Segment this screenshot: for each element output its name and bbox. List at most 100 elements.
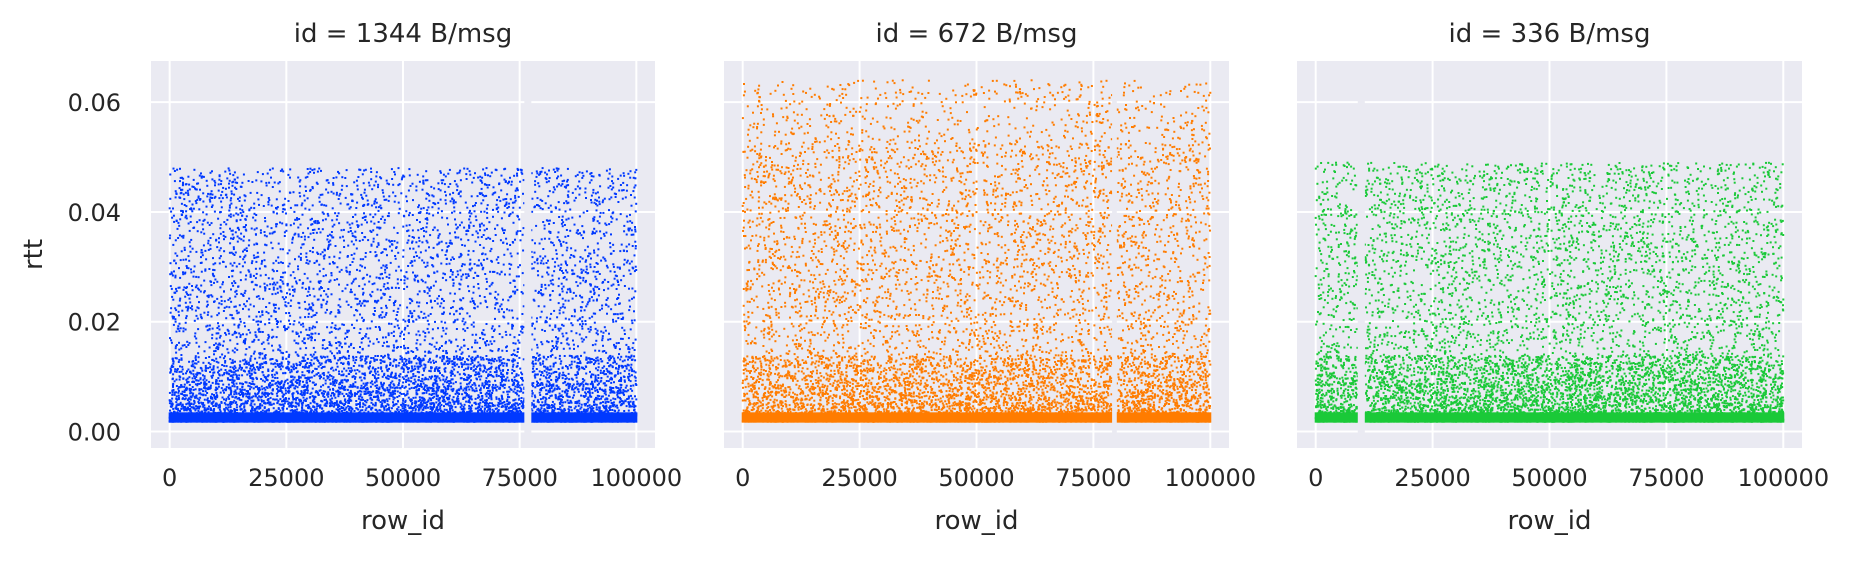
scatter-point	[363, 191, 366, 194]
scatter-point	[435, 401, 438, 404]
scatter-point	[197, 182, 200, 185]
scatter-point	[604, 388, 607, 391]
scatter-point	[175, 193, 178, 195]
scatter-point	[570, 247, 573, 250]
scatter-point	[459, 195, 462, 198]
scatter-point	[189, 392, 192, 395]
scatter-point	[485, 406, 488, 409]
scatter-point	[172, 365, 175, 368]
scatter-point	[373, 282, 376, 285]
scatter-point	[408, 168, 411, 171]
scatter-point	[401, 405, 404, 408]
scatter-point	[602, 344, 604, 347]
scatter-point	[170, 365, 173, 368]
scatter-point	[323, 365, 326, 368]
scatter-point	[326, 355, 329, 358]
scatter-point	[394, 255, 397, 257]
scatter-point	[250, 206, 253, 209]
scatter-point	[230, 288, 232, 291]
scatter-point	[461, 244, 464, 246]
scatter-point	[466, 383, 468, 386]
scatter-point	[244, 392, 247, 395]
scatter-point	[302, 325, 305, 328]
scatter-point	[459, 357, 462, 359]
scatter-point	[248, 363, 251, 366]
scatter-point	[451, 373, 454, 375]
scatter-point	[594, 374, 597, 377]
scatter-point	[370, 320, 373, 323]
scatter-point	[369, 340, 371, 343]
scatter-point	[224, 170, 227, 173]
scatter-point	[453, 368, 456, 371]
scatter-point	[446, 362, 449, 365]
scatter-point	[555, 345, 557, 348]
scatter-point	[212, 268, 215, 271]
scatter-point	[195, 341, 198, 344]
scatter-point	[565, 229, 568, 231]
scatter-point	[514, 199, 517, 202]
scatter-point	[372, 357, 375, 359]
scatter-point	[303, 199, 306, 202]
scatter-point	[256, 377, 258, 380]
scatter-point	[508, 267, 511, 270]
scatter-point	[623, 410, 626, 412]
scatter-point	[475, 333, 478, 336]
scatter-point	[192, 388, 195, 391]
scatter-point	[488, 184, 491, 186]
scatter-point	[234, 181, 237, 184]
scatter-point	[213, 281, 215, 284]
scatter-point	[410, 386, 413, 389]
scatter-point	[263, 387, 266, 390]
scatter-point	[229, 242, 232, 245]
scatter-point	[462, 389, 465, 392]
scatter-point	[437, 211, 439, 214]
scatter-point	[294, 351, 297, 354]
scatter-point	[289, 314, 292, 317]
scatter-point	[556, 169, 559, 172]
scatter-point	[318, 288, 321, 291]
scatter-point	[500, 402, 503, 405]
scatter-point	[383, 382, 385, 385]
scatter-point	[632, 401, 635, 404]
scatter-point	[579, 232, 581, 235]
scatter-point	[617, 387, 620, 390]
scatter-point	[394, 257, 397, 260]
scatter-point	[435, 379, 438, 382]
scatter-point	[346, 283, 349, 286]
scatter-point	[344, 401, 347, 404]
scatter-point	[463, 407, 466, 410]
scatter-point	[456, 371, 459, 374]
scatter-point	[379, 313, 382, 316]
scatter-point	[384, 336, 387, 339]
scatter-point	[614, 347, 617, 349]
scatter-point	[288, 319, 290, 322]
scatter-point	[428, 369, 431, 372]
scatter-point	[505, 346, 507, 349]
scatter-point	[628, 402, 630, 405]
scatter-point	[410, 350, 413, 353]
scatter-point	[296, 408, 299, 411]
scatter-point	[339, 342, 342, 345]
scatter-point	[338, 404, 341, 407]
scatter-point	[374, 408, 377, 411]
scatter-point	[459, 190, 462, 193]
scatter-point	[630, 368, 633, 371]
scatter-point	[197, 195, 200, 198]
scatter-point	[180, 235, 183, 238]
scatter-point	[178, 286, 181, 289]
scatter-point	[579, 407, 582, 410]
scatter-point	[554, 324, 557, 327]
scatter-point	[540, 407, 543, 410]
scatter-point	[205, 179, 208, 182]
scatter-point	[521, 377, 524, 379]
scatter-point	[242, 395, 244, 398]
scatter-point	[630, 260, 633, 263]
scatter-point	[380, 405, 383, 408]
scatter-point	[208, 324, 211, 327]
scatter-point	[416, 173, 419, 176]
scatter-point	[444, 190, 447, 193]
scatter-point	[416, 219, 418, 221]
scatter-point	[404, 394, 407, 397]
scatter-point	[195, 405, 198, 408]
scatter-point	[370, 167, 372, 170]
